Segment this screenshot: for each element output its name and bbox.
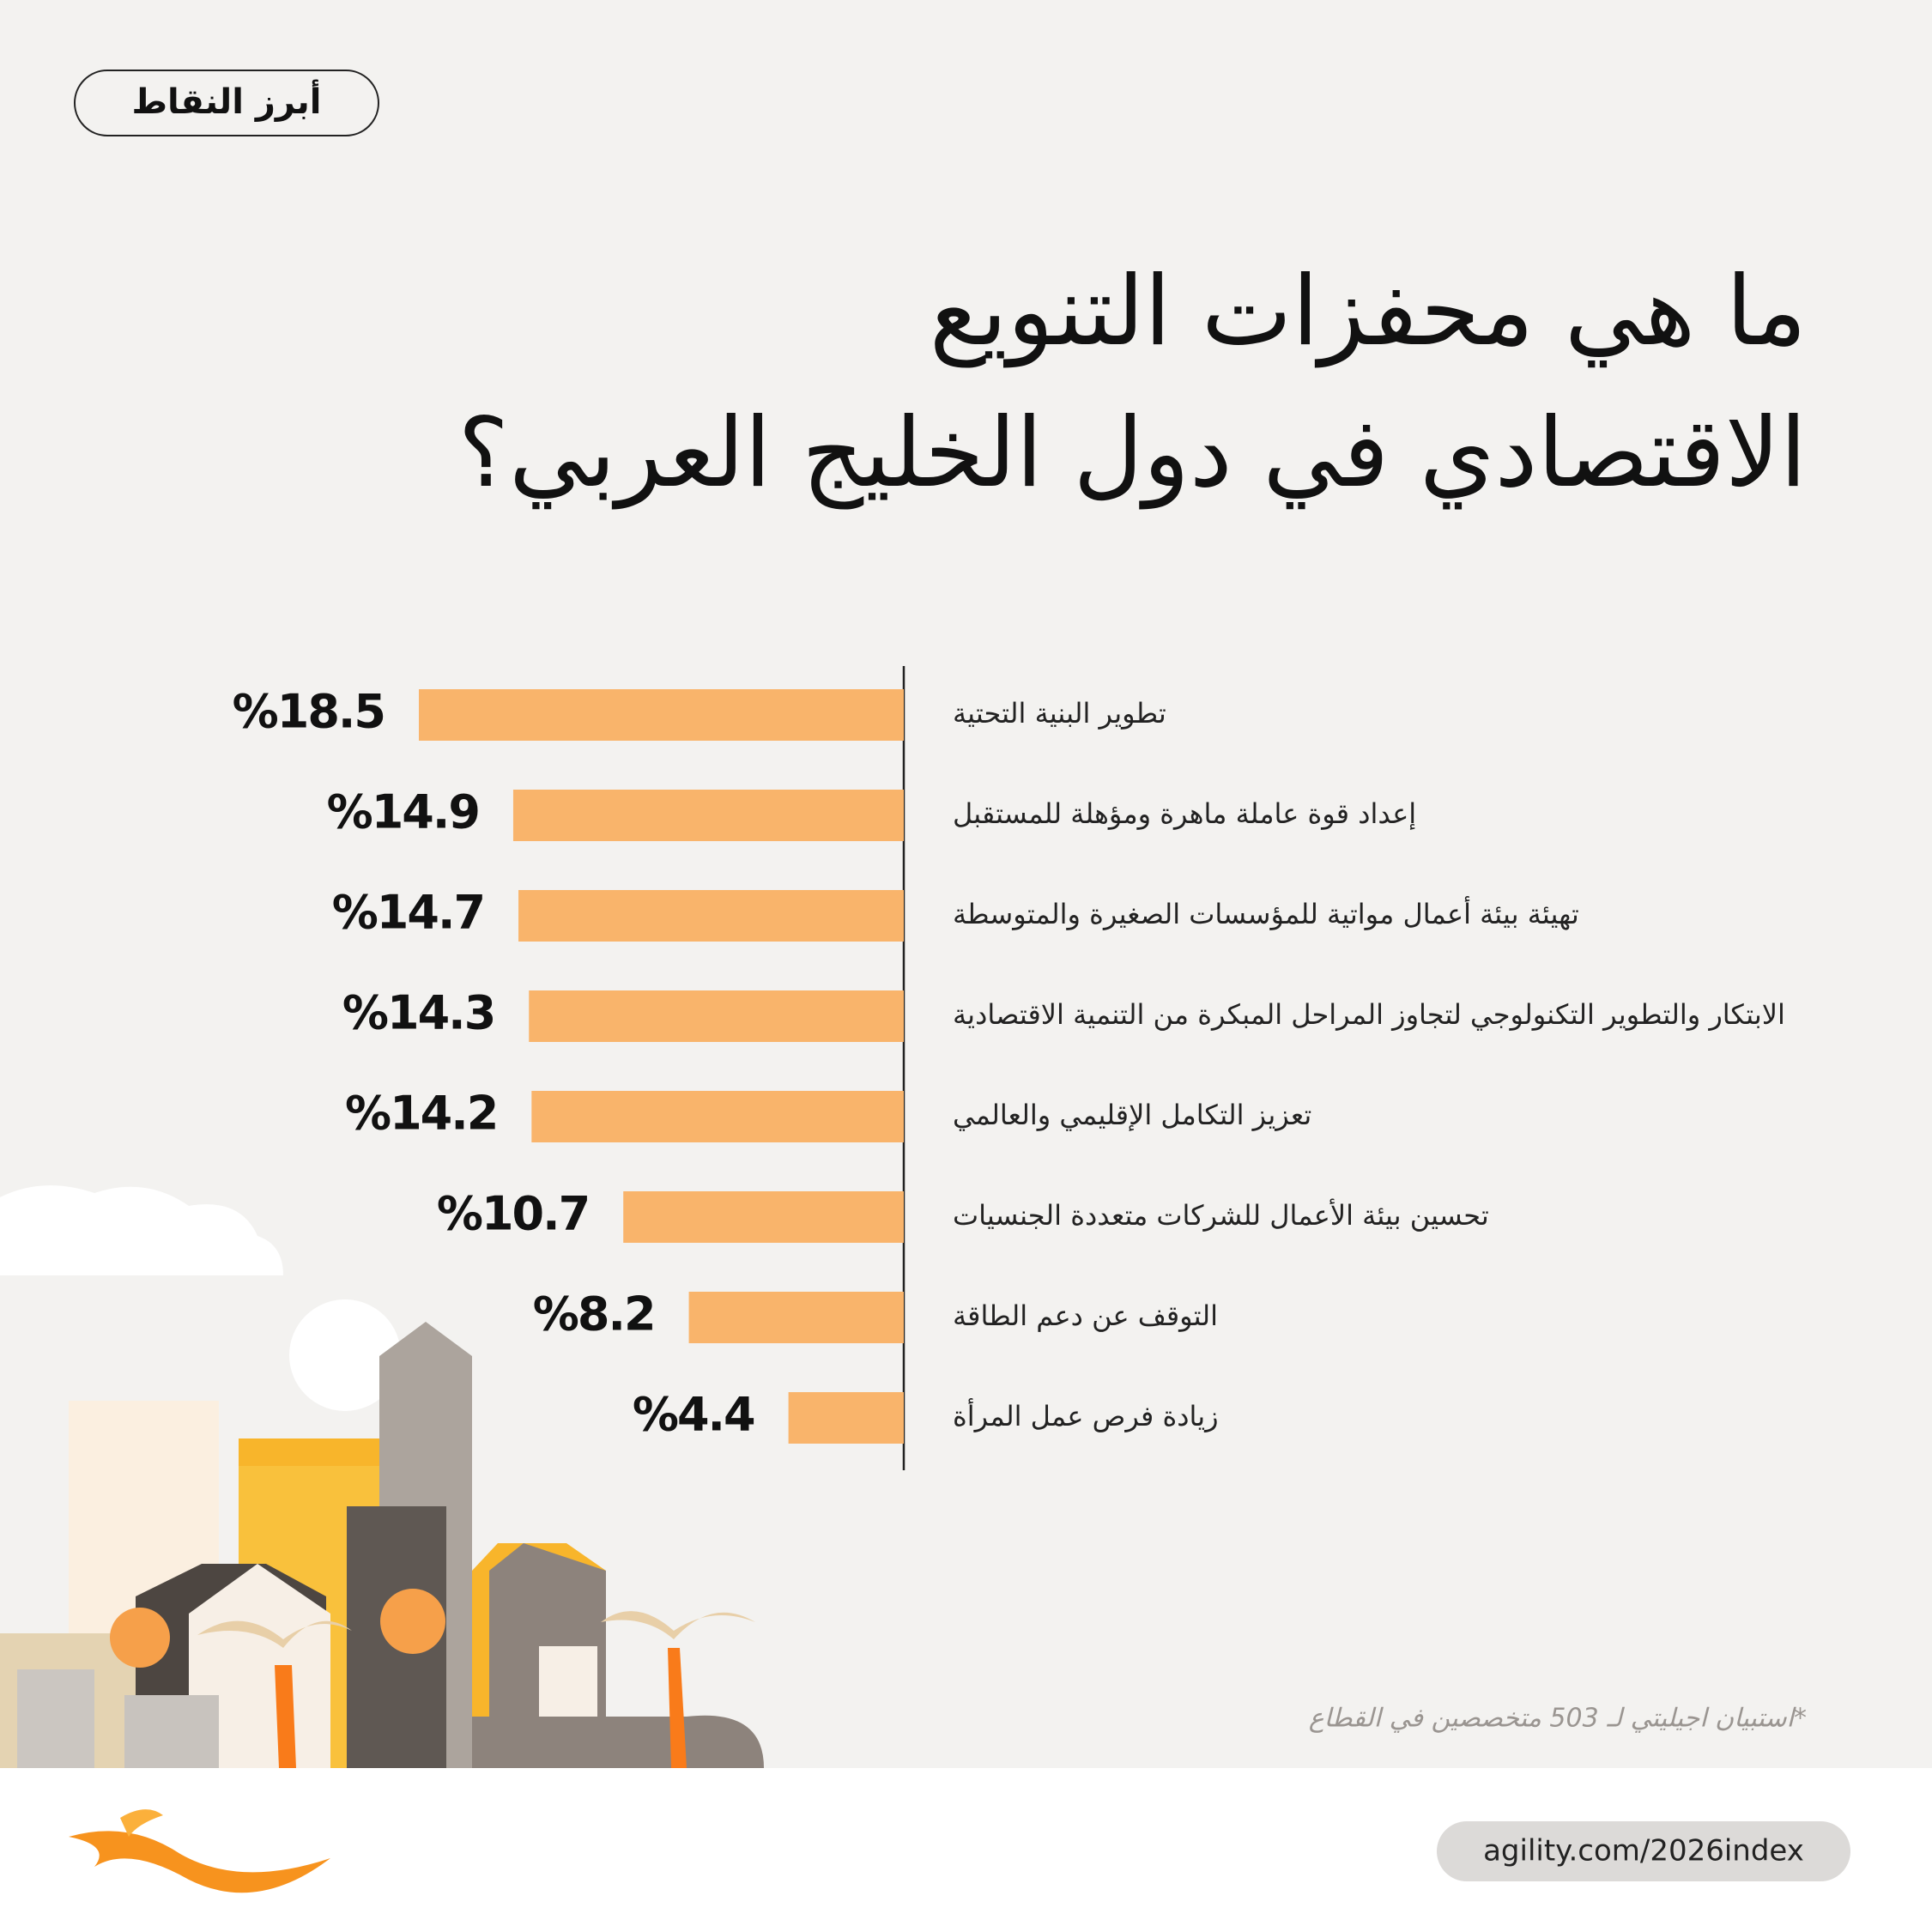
value-label: %14.9 xyxy=(327,785,479,839)
value-label: %8.2 xyxy=(533,1287,655,1341)
url[interactable]: agility.com/2026index xyxy=(1483,1834,1804,1868)
value-label: %10.7 xyxy=(437,1187,589,1241)
bar xyxy=(512,790,904,841)
bar xyxy=(529,990,904,1042)
category-label: تهيئة بيئة أعمال مواتية للمؤسسات الصغيرة… xyxy=(953,896,1579,930)
chart-title-line: الاقتصادي في دول الخليج العربي؟ xyxy=(458,397,1808,510)
category-label: تعزيز التكامل الإقليمي والعالمي xyxy=(953,1099,1311,1131)
category-label: إعداد قوة عاملة ماهرة ومؤهلة للمستقبل xyxy=(953,797,1416,830)
category-label: الابتكار والتطوير التكنولوجي لتجاوز المر… xyxy=(953,998,1785,1031)
value-label: %14.3 xyxy=(342,986,494,1040)
logo xyxy=(69,1809,330,1893)
category-label: التوقف عن دعم الطاقة xyxy=(953,1299,1218,1332)
bar xyxy=(419,689,904,741)
category-label: زيادة فرص عمل المرأة xyxy=(953,1398,1219,1432)
bar xyxy=(688,1292,904,1343)
bar xyxy=(788,1392,904,1444)
chart-title-line: ما هي محفزات التنويع xyxy=(930,256,1807,368)
bar xyxy=(623,1191,904,1243)
badge-text: أبرز النقاط xyxy=(132,79,322,122)
value-label: %14.2 xyxy=(345,1087,497,1141)
value-label: %14.7 xyxy=(332,886,484,940)
url-pill xyxy=(1437,1821,1850,1881)
city-illustration xyxy=(0,1185,764,1768)
value-label: %18.5 xyxy=(233,685,385,739)
footnote: *استبيان اجيليتي لـ 503 متخصصين في القطا… xyxy=(1309,1704,1807,1734)
category-label: تطوير البنية التحتية xyxy=(953,697,1166,730)
category-label: تحسين بيئة الأعمال للشركات متعددة الجنسي… xyxy=(953,1198,1489,1232)
bar xyxy=(518,890,904,942)
bar xyxy=(531,1091,904,1142)
badge-outline xyxy=(74,70,379,136)
value-label: %4.4 xyxy=(633,1388,754,1442)
